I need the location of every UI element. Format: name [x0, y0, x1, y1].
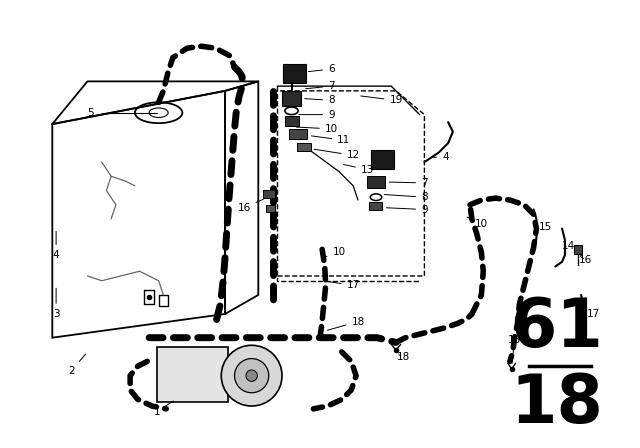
Text: 18: 18	[328, 317, 365, 330]
Text: 8: 8	[385, 192, 428, 202]
FancyBboxPatch shape	[367, 176, 385, 188]
Text: 6: 6	[308, 64, 335, 74]
Text: 16: 16	[579, 255, 593, 265]
Text: 2: 2	[68, 354, 86, 376]
Text: 10: 10	[324, 247, 346, 257]
FancyBboxPatch shape	[266, 205, 275, 211]
Text: 17: 17	[326, 280, 360, 290]
Circle shape	[246, 370, 257, 381]
FancyBboxPatch shape	[369, 202, 382, 210]
Text: 5: 5	[88, 108, 94, 118]
Text: 7: 7	[389, 178, 428, 188]
Text: 1: 1	[154, 401, 173, 417]
Text: 9: 9	[387, 205, 428, 215]
FancyBboxPatch shape	[285, 116, 300, 126]
Text: 15: 15	[536, 222, 552, 233]
FancyBboxPatch shape	[263, 190, 275, 198]
Text: 19: 19	[361, 95, 403, 105]
FancyBboxPatch shape	[574, 245, 582, 254]
Text: 18: 18	[511, 371, 604, 437]
Text: 7: 7	[306, 81, 335, 91]
Text: 12: 12	[314, 149, 360, 160]
Text: 18: 18	[508, 335, 521, 363]
FancyBboxPatch shape	[157, 347, 228, 402]
Circle shape	[235, 358, 269, 393]
Text: 4: 4	[432, 152, 449, 162]
Text: 61: 61	[511, 295, 604, 362]
Text: 18: 18	[397, 352, 410, 362]
Text: 17: 17	[583, 309, 600, 319]
FancyBboxPatch shape	[297, 143, 310, 151]
Text: 10: 10	[467, 217, 488, 229]
Text: 3: 3	[52, 288, 60, 319]
Text: 11: 11	[311, 135, 350, 145]
FancyBboxPatch shape	[371, 150, 394, 169]
Text: 8: 8	[305, 95, 335, 105]
FancyBboxPatch shape	[282, 91, 301, 106]
Text: 4: 4	[52, 231, 60, 260]
FancyBboxPatch shape	[289, 129, 307, 138]
Text: 10: 10	[296, 124, 338, 134]
Text: 9: 9	[299, 110, 335, 120]
Text: 16: 16	[237, 199, 263, 213]
Text: 13: 13	[344, 164, 374, 175]
Text: 14: 14	[562, 241, 575, 250]
FancyBboxPatch shape	[283, 65, 306, 83]
Circle shape	[221, 345, 282, 406]
